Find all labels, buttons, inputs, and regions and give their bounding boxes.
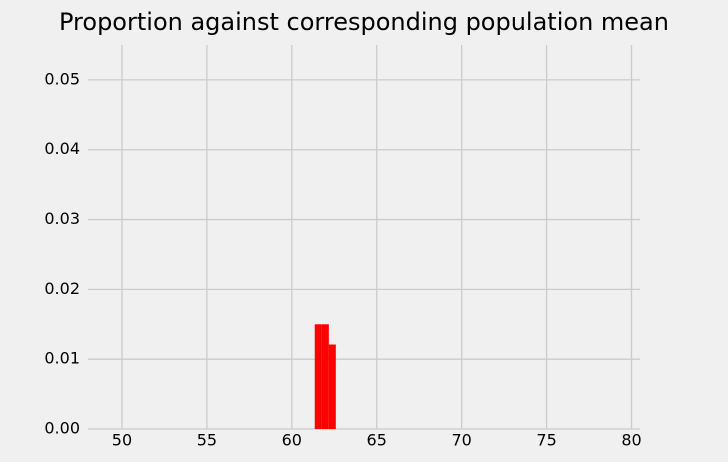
- x-tick-label: 55: [197, 431, 217, 450]
- y-tick-label: 0.04: [44, 139, 80, 158]
- x-tick-label: 80: [621, 431, 641, 450]
- y-tick-label: 0.05: [44, 69, 80, 88]
- y-tick-label: 0.00: [44, 419, 80, 438]
- chart-title: Proportion against corresponding populat…: [59, 8, 669, 36]
- y-tick-label: 0.02: [44, 279, 80, 298]
- x-tick-label: 70: [451, 431, 471, 450]
- bar: [321, 324, 329, 429]
- y-tick-label: 0.03: [44, 209, 80, 228]
- x-tick-label: 60: [282, 431, 302, 450]
- x-tick-label: 75: [536, 431, 556, 450]
- y-tick-label: 0.01: [44, 349, 80, 368]
- x-tick-label: 50: [112, 431, 132, 450]
- bar: [328, 344, 336, 429]
- bar: [314, 324, 322, 429]
- x-tick-label: 65: [367, 431, 387, 450]
